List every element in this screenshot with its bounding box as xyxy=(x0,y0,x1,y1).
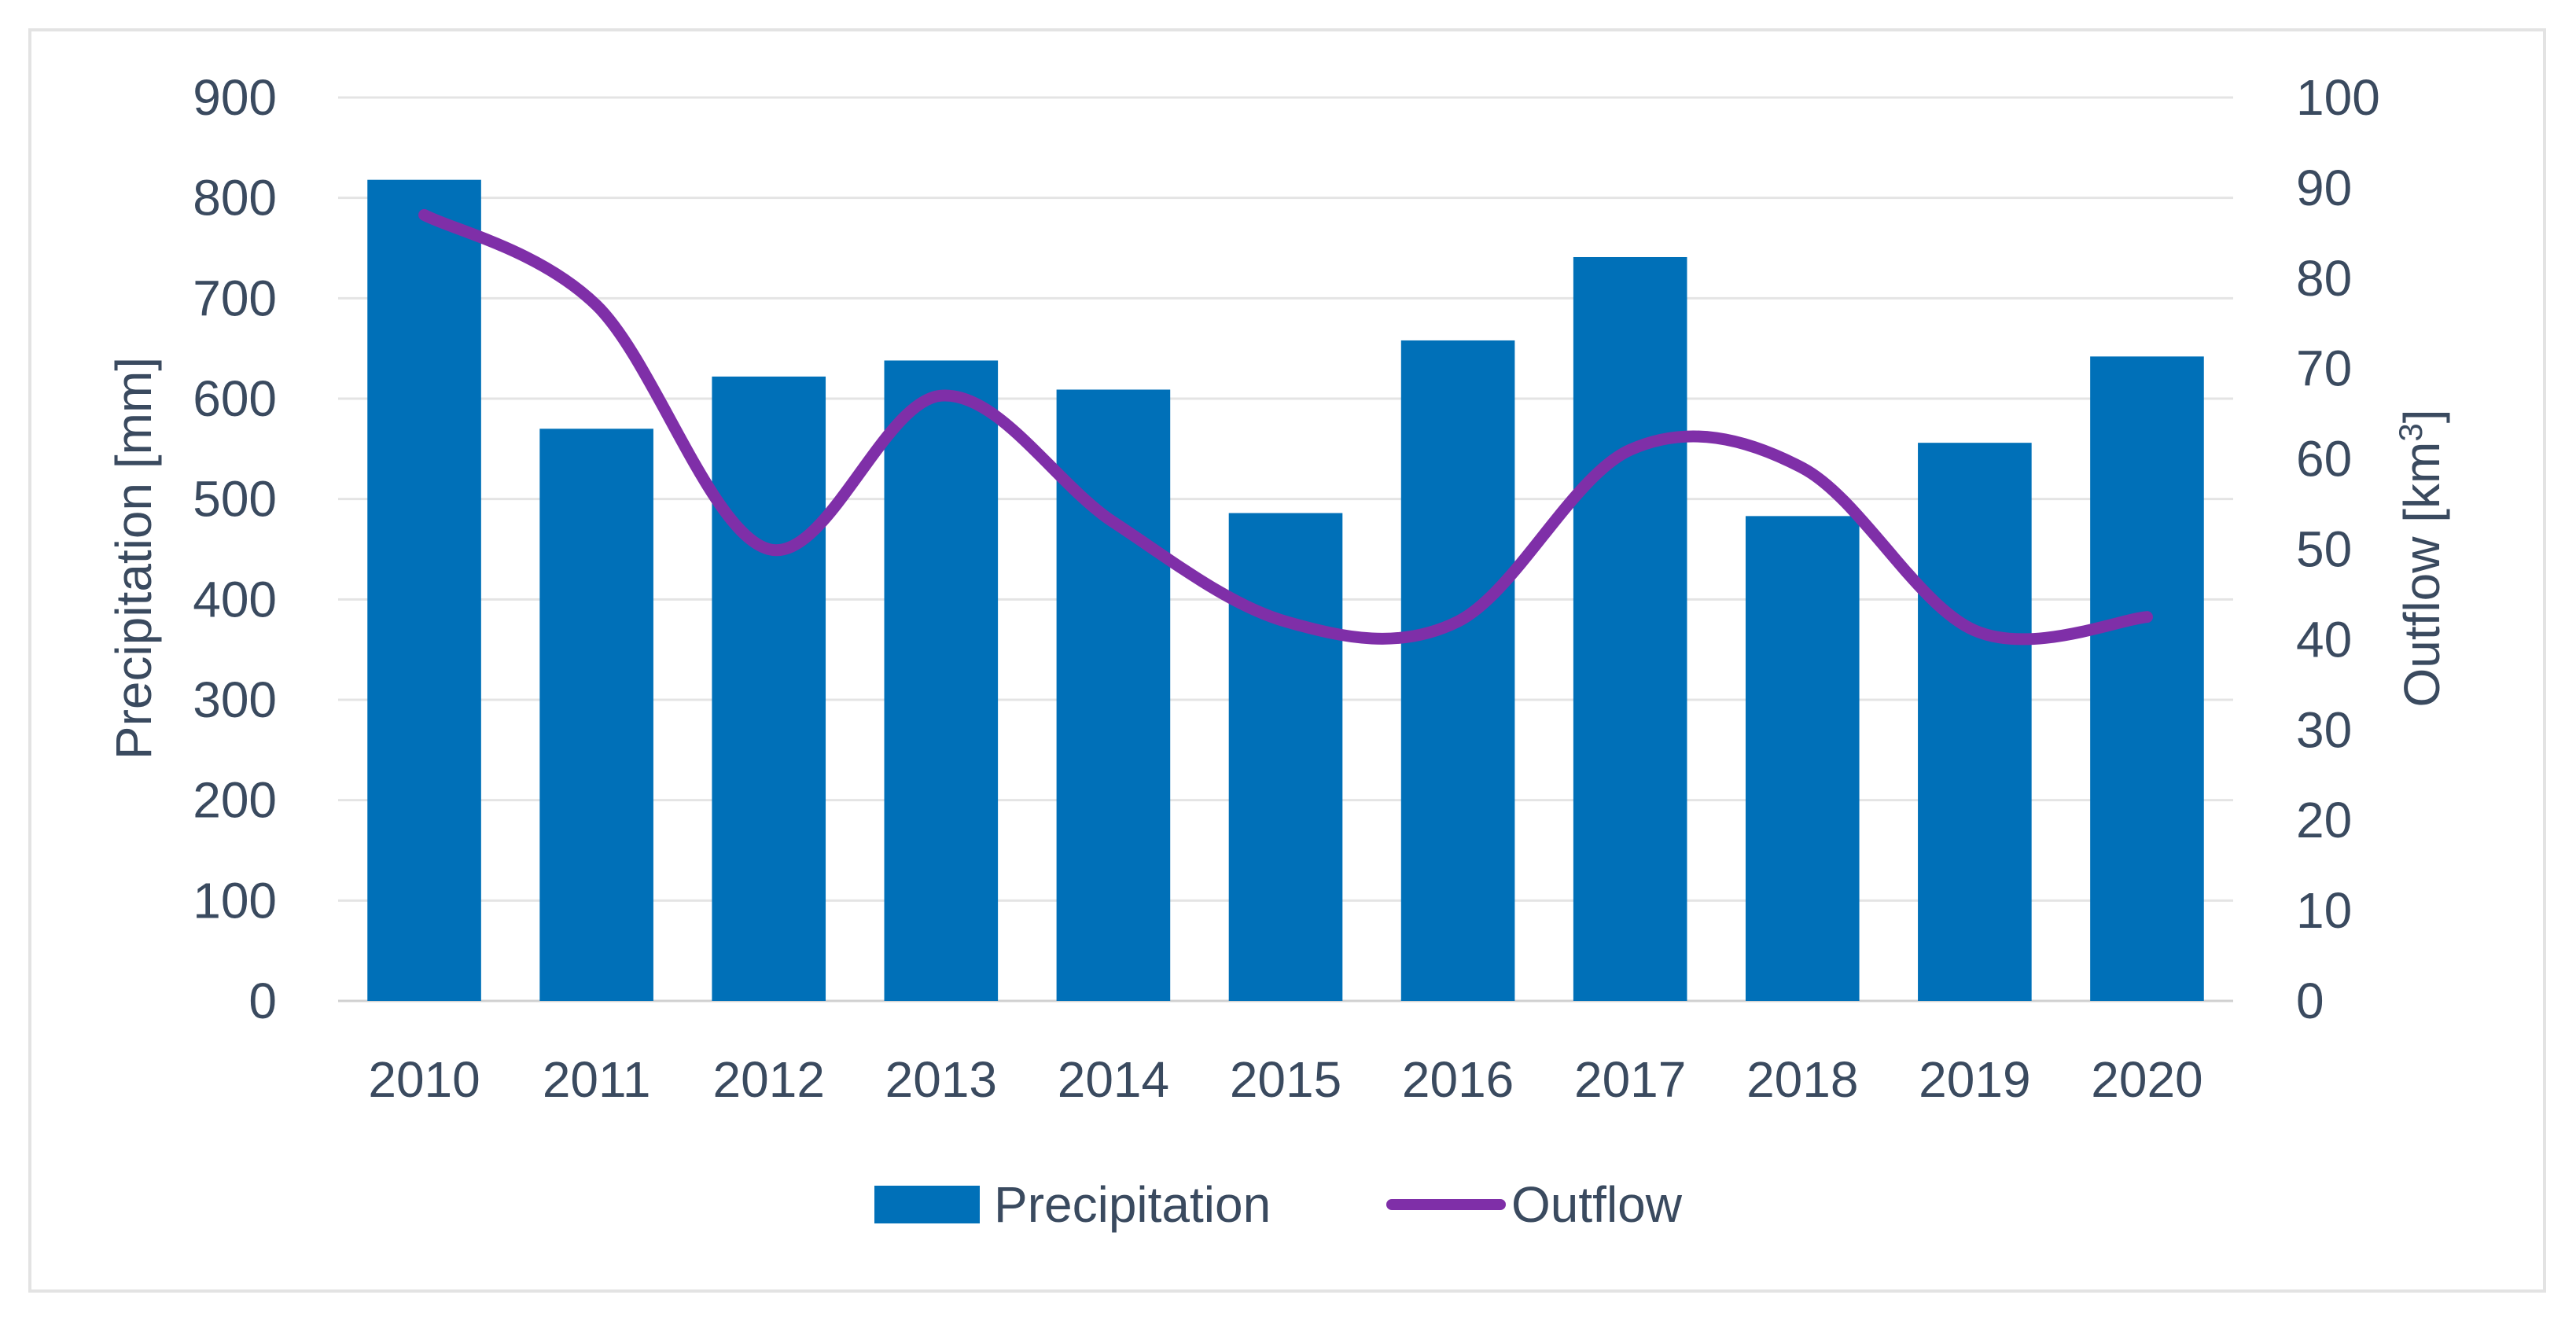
legend-swatch-precipitation xyxy=(874,1186,980,1223)
bar-2012 xyxy=(712,376,826,1001)
right-axis-ticks: 0 10 20 30 40 50 60 70 80 90 100 xyxy=(2296,69,2380,1029)
x-tick-label: 2014 xyxy=(1058,1051,1169,1108)
legend: Precipitation Outflow xyxy=(874,1176,1683,1233)
precipitation-bars xyxy=(367,179,2204,1002)
right-axis-title-end: ] xyxy=(2394,410,2450,424)
bar-2016 xyxy=(1400,340,1515,1001)
right-tick-label: 80 xyxy=(2296,250,2352,307)
right-tick-label: 50 xyxy=(2296,521,2352,578)
left-tick-label: 200 xyxy=(193,772,277,829)
x-tick-label: 2011 xyxy=(543,1051,651,1108)
bar-2020 xyxy=(2090,356,2204,1001)
x-tick-label: 2012 xyxy=(713,1051,825,1108)
bar-2011 xyxy=(539,429,653,1001)
left-tick-label: 300 xyxy=(193,671,277,728)
bar-2018 xyxy=(1745,516,1860,1001)
x-tick-label: 2020 xyxy=(2091,1051,2202,1108)
left-tick-label: 800 xyxy=(193,170,277,226)
right-tick-label: 100 xyxy=(2296,69,2380,126)
x-tick-label: 2010 xyxy=(368,1051,480,1108)
left-tick-label: 700 xyxy=(193,270,277,326)
left-tick-label: 500 xyxy=(193,471,277,528)
right-tick-label: 30 xyxy=(2296,701,2352,758)
legend-label-outflow: Outflow xyxy=(1511,1176,1683,1233)
gridlines xyxy=(338,96,2233,1002)
left-tick-label: 600 xyxy=(193,370,277,427)
left-axis-title: Precipitation [mm] xyxy=(105,357,162,760)
right-axis-title-base: Outflow [km xyxy=(2394,442,2450,708)
right-axis-title: Outflow [km3] xyxy=(2392,410,2450,708)
right-tick-label: 0 xyxy=(2296,973,2324,1029)
right-axis-title-sup: 3 xyxy=(2392,423,2429,441)
x-axis-ticks: 2010 2011 2012 2013 2014 2015 2016 2017 2018 2019… xyxy=(368,1051,2202,1108)
bar-2010 xyxy=(367,179,481,1002)
bar-2015 xyxy=(1228,513,1343,1001)
x-tick-label: 2016 xyxy=(1402,1051,1514,1108)
right-tick-label: 60 xyxy=(2296,431,2352,487)
x-tick-label: 2015 xyxy=(1230,1051,1341,1108)
legend-label-precipitation: Precipitation xyxy=(994,1176,1271,1233)
bar-2019 xyxy=(1918,443,2032,1001)
x-tick-label: 2019 xyxy=(1919,1051,2030,1108)
bar-2017 xyxy=(1573,256,1687,1001)
left-tick-label: 400 xyxy=(193,571,277,627)
right-tick-label: 20 xyxy=(2296,792,2352,848)
left-tick-label: 0 xyxy=(248,973,277,1029)
outflow-line-group xyxy=(418,208,2153,646)
bar-2013 xyxy=(884,360,999,1001)
outflow-line xyxy=(418,208,2153,646)
left-tick-label: 900 xyxy=(193,69,277,126)
right-tick-label: 90 xyxy=(2296,160,2352,216)
left-axis-ticks: 0 100 200 300 400 500 600 700 800 900 xyxy=(193,69,277,1029)
right-tick-label: 70 xyxy=(2296,340,2352,397)
right-tick-label: 10 xyxy=(2296,882,2352,939)
right-tick-label: 40 xyxy=(2296,611,2352,668)
x-tick-label: 2013 xyxy=(885,1051,997,1108)
left-tick-label: 100 xyxy=(193,872,277,929)
x-tick-label: 2017 xyxy=(1574,1051,1686,1108)
x-tick-label: 2018 xyxy=(1746,1051,1858,1108)
